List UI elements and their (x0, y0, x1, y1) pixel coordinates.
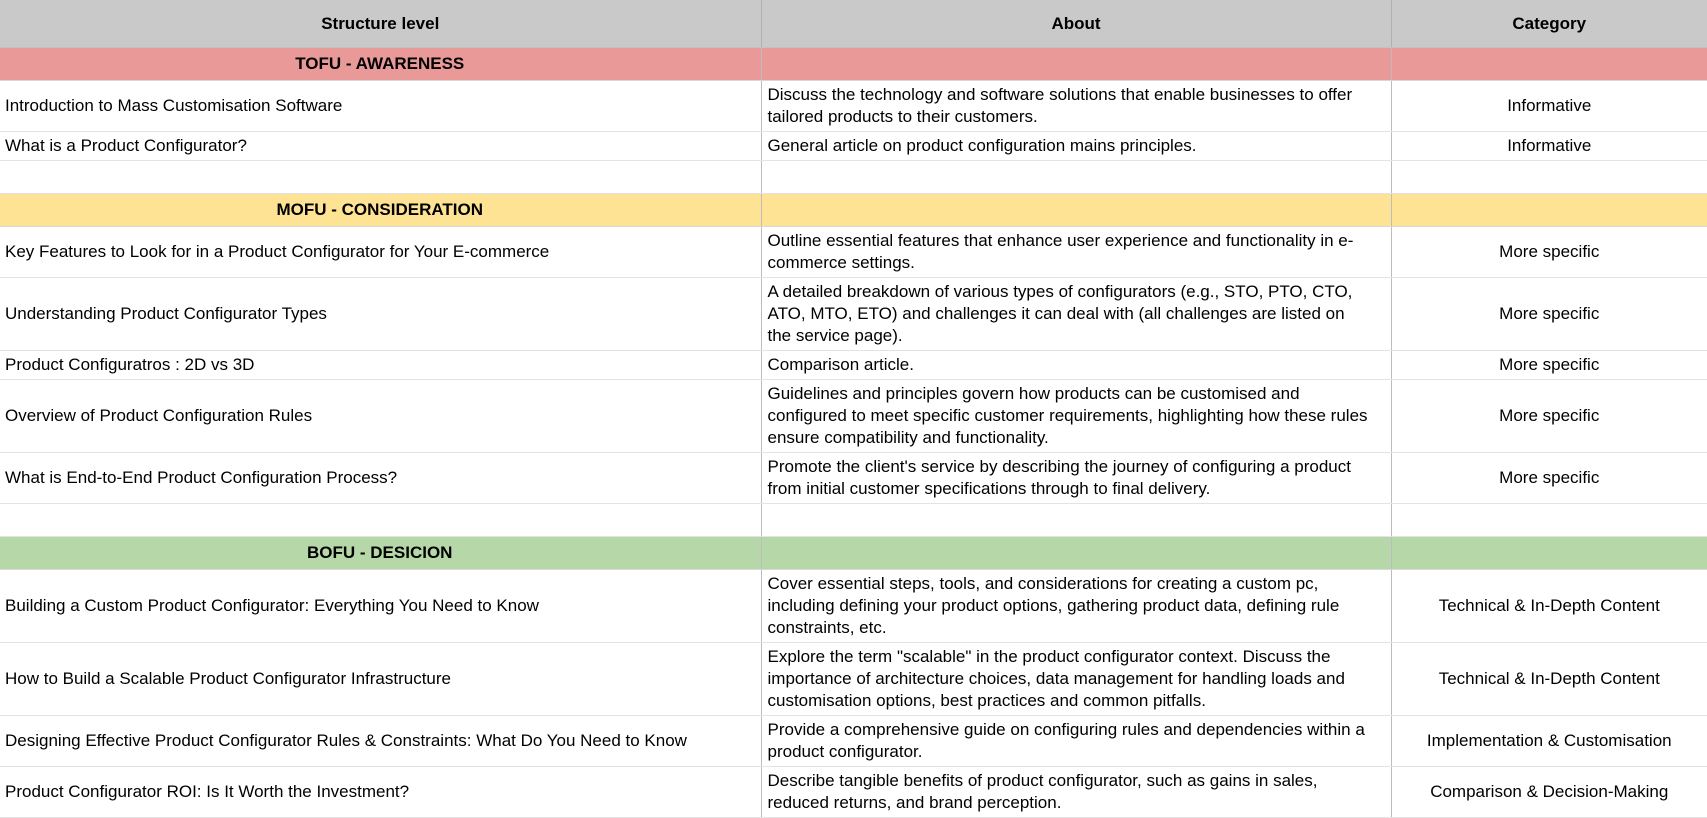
cell-category[interactable]: Informative (1391, 80, 1707, 132)
cell-structure-level[interactable]: What is a Product Configurator? (0, 131, 762, 161)
spacer-cell-structure-level[interactable] (0, 160, 762, 194)
section-row: BOFU - DESICION (0, 536, 1707, 570)
cell-category[interactable]: Informative (1391, 131, 1707, 161)
cell-structure-level[interactable]: Product Configurator ROI: Is It Worth th… (0, 766, 762, 818)
cell-about[interactable]: Discuss the technology and software solu… (761, 80, 1392, 132)
table-row: How to Build a Scalable Product Configur… (0, 642, 1707, 716)
cell-category[interactable]: Technical & In-Depth Content (1391, 569, 1707, 643)
cell-category[interactable]: Technical & In-Depth Content (1391, 642, 1707, 716)
section-row: TOFU - AWARENESS (0, 47, 1707, 81)
cell-category[interactable]: More specific (1391, 452, 1707, 504)
table-row: What is a Product Configurator? General … (0, 131, 1707, 161)
spacer-row (0, 160, 1707, 194)
table-row: Product Configuratros : 2D vs 3D Compari… (0, 350, 1707, 380)
cell-structure-level[interactable]: What is End-to-End Product Configuration… (0, 452, 762, 504)
cell-category[interactable]: More specific (1391, 226, 1707, 278)
table-row: Overview of Product Configuration Rules … (0, 379, 1707, 453)
cell-category[interactable]: More specific (1391, 350, 1707, 380)
section-cell-about[interactable] (761, 47, 1392, 81)
cell-structure-level[interactable]: Introduction to Mass Customisation Softw… (0, 80, 762, 132)
section-label[interactable]: MOFU - CONSIDERATION (0, 193, 762, 227)
table-row: Designing Effective Product Configurator… (0, 715, 1707, 767)
cell-about[interactable]: Provide a comprehensive guide on configu… (761, 715, 1392, 767)
cell-structure-level[interactable]: How to Build a Scalable Product Configur… (0, 642, 762, 716)
section-label[interactable]: TOFU - AWARENESS (0, 47, 762, 81)
table-row: Understanding Product Configurator Types… (0, 277, 1707, 351)
cell-about[interactable]: Explore the term "scalable" in the produ… (761, 642, 1392, 716)
spacer-cell-about[interactable] (761, 503, 1392, 537)
section-row: MOFU - CONSIDERATION (0, 193, 1707, 227)
cell-about[interactable]: General article on product configuration… (761, 131, 1392, 161)
section-cell-about[interactable] (761, 193, 1392, 227)
cell-about[interactable]: Outline essential features that enhance … (761, 226, 1392, 278)
cell-structure-level[interactable]: Building a Custom Product Configurator: … (0, 569, 762, 643)
cell-about[interactable]: Promote the client's service by describi… (761, 452, 1392, 504)
spacer-cell-about[interactable] (761, 160, 1392, 194)
section-cell-category[interactable] (1391, 193, 1707, 227)
column-header-about[interactable]: About (761, 0, 1392, 48)
column-header-category[interactable]: Category (1391, 0, 1707, 48)
cell-structure-level[interactable]: Designing Effective Product Configurator… (0, 715, 762, 767)
spacer-cell-category[interactable] (1391, 160, 1707, 194)
cell-about[interactable]: Describe tangible benefits of product co… (761, 766, 1392, 818)
column-header-structure-level[interactable]: Structure level (0, 0, 762, 48)
spacer-row (0, 503, 1707, 537)
spacer-cell-structure-level[interactable] (0, 503, 762, 537)
table-row: Introduction to Mass Customisation Softw… (0, 80, 1707, 132)
table-row: Key Features to Look for in a Product Co… (0, 226, 1707, 278)
section-label[interactable]: BOFU - DESICION (0, 536, 762, 570)
table-body: TOFU - AWARENESS Introduction to Mass Cu… (0, 47, 1707, 818)
cell-structure-level[interactable]: Overview of Product Configuration Rules (0, 379, 762, 453)
section-cell-category[interactable] (1391, 536, 1707, 570)
cell-structure-level[interactable]: Understanding Product Configurator Types (0, 277, 762, 351)
spacer-cell-category[interactable] (1391, 503, 1707, 537)
cell-about[interactable]: A detailed breakdown of various types of… (761, 277, 1392, 351)
cell-structure-level[interactable]: Key Features to Look for in a Product Co… (0, 226, 762, 278)
table-row: Product Configurator ROI: Is It Worth th… (0, 766, 1707, 818)
table-row: What is End-to-End Product Configuration… (0, 452, 1707, 504)
cell-category[interactable]: More specific (1391, 277, 1707, 351)
cell-structure-level[interactable]: Product Configuratros : 2D vs 3D (0, 350, 762, 380)
cell-about[interactable]: Guidelines and principles govern how pro… (761, 379, 1392, 453)
section-cell-category[interactable] (1391, 47, 1707, 81)
cell-category[interactable]: Comparison & Decision-Making (1391, 766, 1707, 818)
table-row: Building a Custom Product Configurator: … (0, 569, 1707, 643)
section-cell-about[interactable] (761, 536, 1392, 570)
header-row: Structure level About Category (0, 0, 1707, 48)
cell-about[interactable]: Cover essential steps, tools, and consid… (761, 569, 1392, 643)
cell-about[interactable]: Comparison article. (761, 350, 1392, 380)
cell-category[interactable]: More specific (1391, 379, 1707, 453)
cell-category[interactable]: Implementation & Customisation (1391, 715, 1707, 767)
